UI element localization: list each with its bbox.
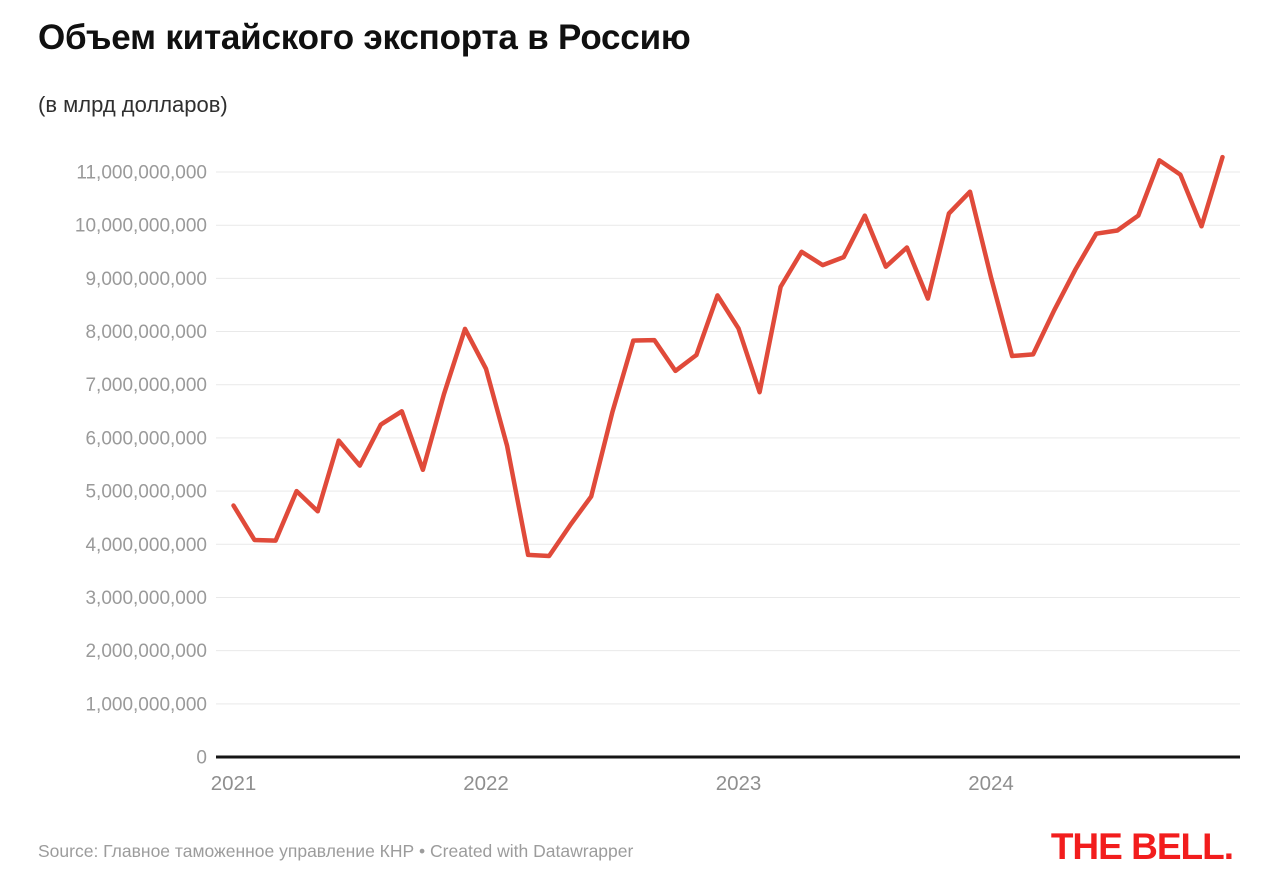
source-attribution: Source: Главное таможенное управление КН… <box>38 841 634 861</box>
y-axis-tick-label: 6,000,000,000 <box>85 428 207 449</box>
y-axis-tick-label: 5,000,000,000 <box>85 482 207 503</box>
y-axis-tick-label: 7,000,000,000 <box>85 375 207 396</box>
y-axis-tick-label: 9,000,000,000 <box>85 269 207 290</box>
the-bell-logo: THE BELL. <box>1050 826 1234 867</box>
y-axis-tick-label: 11,000,000,000 <box>76 163 207 184</box>
x-axis-tick-label: 2021 <box>211 772 257 795</box>
y-axis-tick-label: 10,000,000,000 <box>75 216 207 237</box>
chart-title: Объем китайского экспорта в Россию <box>38 18 691 57</box>
y-axis-tick-label: 8,000,000,000 <box>85 322 207 343</box>
y-axis-tick-label: 1,000,000,000 <box>85 694 207 715</box>
y-axis-tick-label: 3,000,000,000 <box>85 588 207 609</box>
x-axis-tick-label: 2022 <box>463 772 509 795</box>
x-axis-tick-label: 2024 <box>968 772 1014 795</box>
x-axis-tick-label: 2023 <box>716 772 762 795</box>
series-line-china-exports <box>231 154 1225 559</box>
chart-subtitle: (в млрд долларов) <box>38 92 228 117</box>
line-chart: 0 1,000,000,000 2,000,000,000 3,000,000,000… <box>75 154 1240 795</box>
y-axis-tick-label: 0 <box>196 748 207 769</box>
y-axis-tick-label: 4,000,000,000 <box>85 535 207 556</box>
y-axis-tick-label: 2,000,000,000 <box>85 641 207 662</box>
